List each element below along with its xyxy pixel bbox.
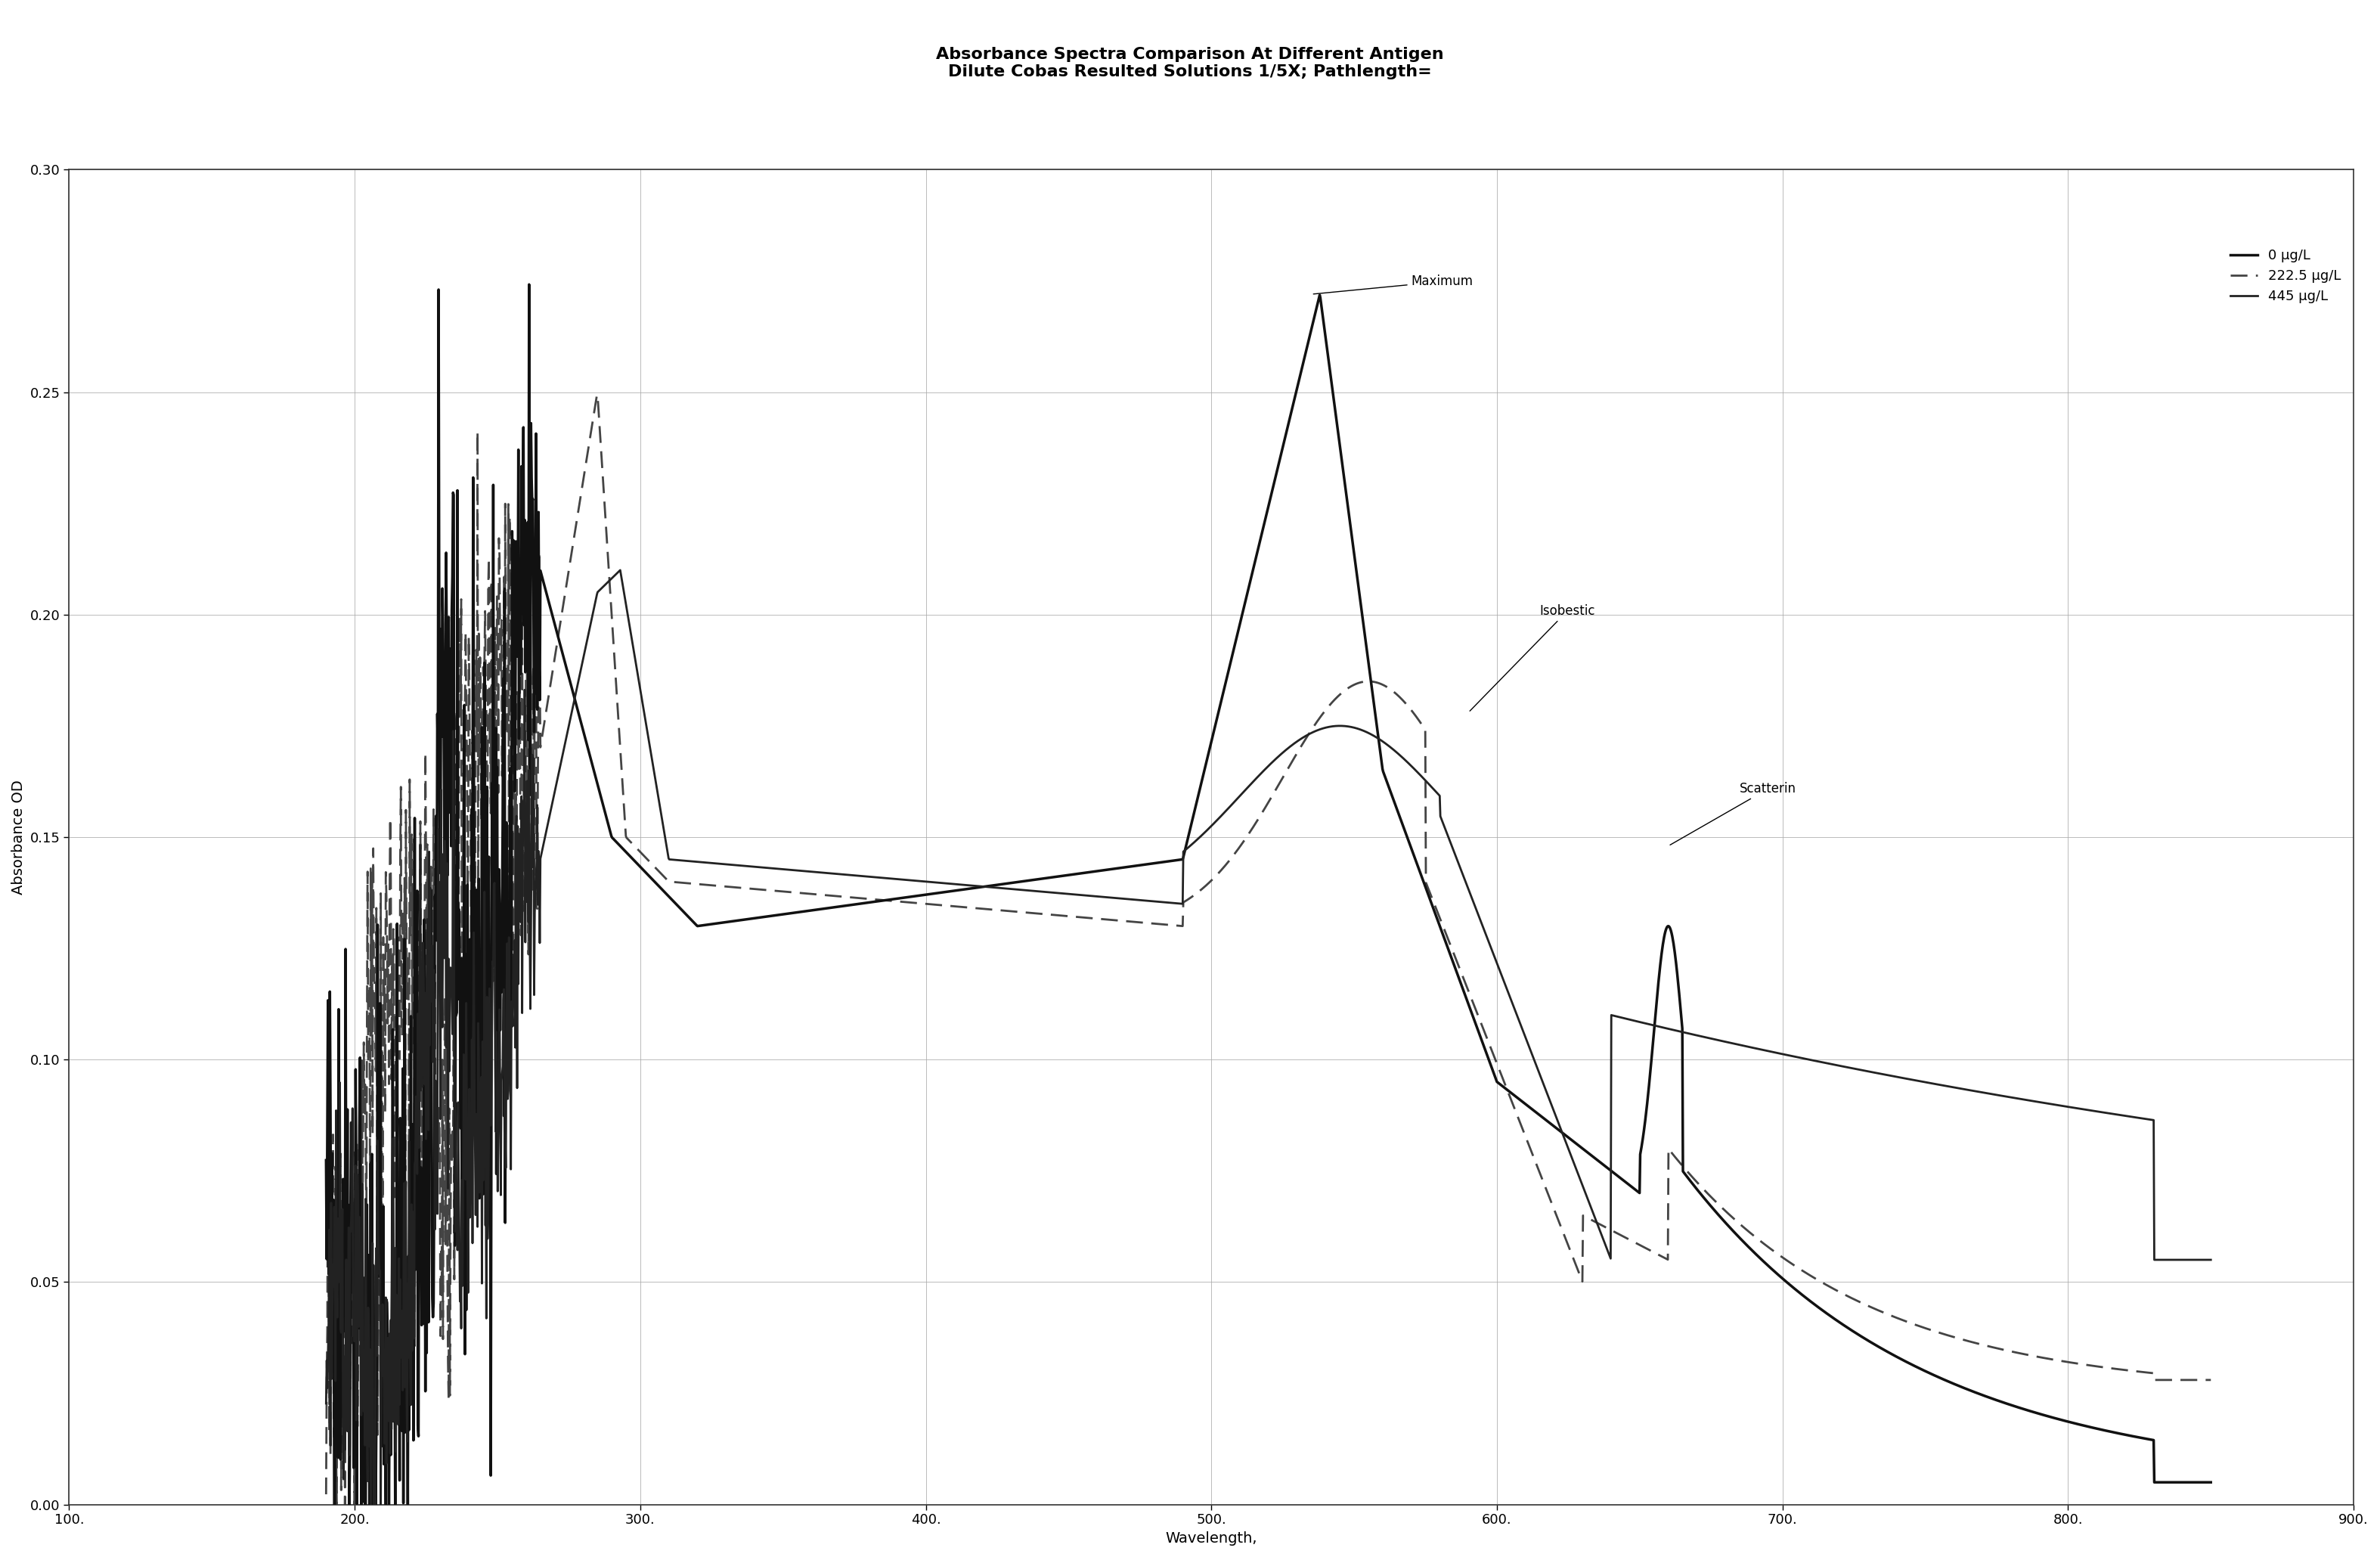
- Y-axis label: Absorbance OD: Absorbance OD: [12, 780, 26, 894]
- Text: Maximum: Maximum: [1314, 274, 1473, 294]
- Text: Absorbance Spectra Comparison At Different Antigen
Dilute Cobas Resulted Solutio: Absorbance Spectra Comparison At Differe…: [935, 47, 1445, 79]
- Legend: 0 μg/L, 222.5 μg/L, 445 μg/L: 0 μg/L, 222.5 μg/L, 445 μg/L: [2225, 243, 2347, 308]
- Text: Isobestic: Isobestic: [1471, 604, 1595, 712]
- Text: Scatterin: Scatterin: [1671, 782, 1797, 845]
- X-axis label: Wavelength,: Wavelength,: [1166, 1531, 1257, 1546]
